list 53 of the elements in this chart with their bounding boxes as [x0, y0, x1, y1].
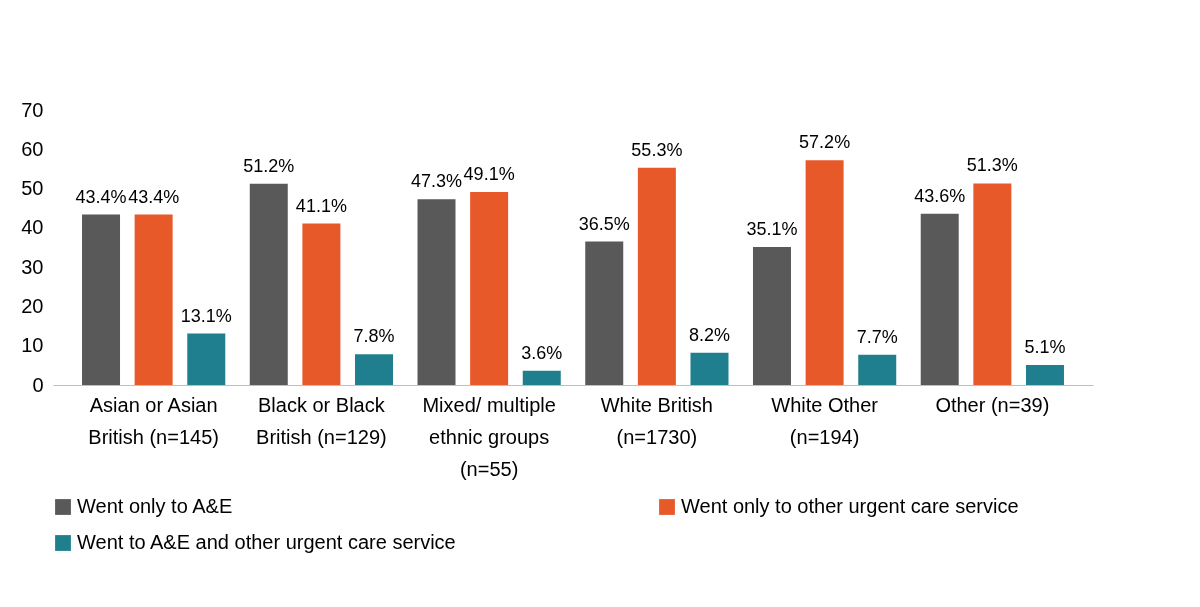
bar: [973, 183, 1012, 385]
bar: [187, 333, 226, 385]
y-tick-label: 10: [21, 334, 44, 357]
y-tick-label: 50: [21, 177, 44, 200]
bar: [858, 354, 897, 385]
bar: [82, 214, 121, 385]
bar: [585, 241, 624, 385]
x-tick-label: Black or Black British (n=129): [256, 393, 387, 448]
data-label: 5.1%: [1024, 336, 1066, 357]
bar: [690, 352, 729, 385]
bar: [1025, 364, 1064, 385]
y-tick-label: 0: [32, 373, 44, 396]
bar: [805, 160, 844, 385]
data-label: 7.7%: [856, 326, 898, 347]
bar: [249, 183, 288, 385]
legend-label: Went only to A&E: [77, 495, 233, 517]
bar: [470, 192, 509, 385]
data-label: 7.8%: [353, 326, 395, 347]
data-label: 36.5%: [578, 213, 630, 234]
bar: [752, 247, 791, 385]
x-tick-label: White British (n=1730): [600, 393, 713, 448]
data-label: 8.2%: [688, 324, 731, 345]
bar: [417, 199, 456, 385]
bar: [637, 167, 676, 385]
data-label: 3.6%: [521, 342, 563, 363]
data-label: 57.2%: [799, 132, 851, 153]
x-tick-label: Asian or Asian British (n=145): [88, 393, 219, 448]
data-label: 55.3%: [631, 139, 683, 160]
x-tick-label: Other (n=39): [935, 393, 1050, 416]
y-tick-label: 20: [21, 294, 44, 317]
legend-label: Went only to other urgent care service: [681, 495, 1019, 517]
y-tick-label: 30: [21, 255, 44, 278]
x-tick-label: Mixed/ multiple ethnic groups (n=55): [422, 393, 556, 480]
y-tick-label: 60: [21, 137, 44, 160]
data-label: 43.4%: [128, 186, 180, 207]
x-tick-label: White Other (n=194): [771, 393, 879, 448]
data-label: 47.3%: [410, 171, 463, 192]
data-label: 13.1%: [180, 305, 232, 326]
legend-label: Went to A&E and other urgent care service: [77, 531, 456, 553]
data-label: 35.1%: [746, 219, 798, 240]
bar: [522, 370, 561, 385]
bar: [134, 214, 173, 385]
data-label: 51.2%: [243, 155, 295, 176]
bar: [920, 213, 959, 385]
y-tick-label: 70: [21, 98, 44, 121]
data-label: 51.3%: [966, 155, 1018, 176]
bar: [355, 354, 394, 385]
data-label: 43.4%: [75, 186, 127, 207]
bar: [302, 223, 341, 385]
data-label: 49.1%: [463, 164, 515, 185]
y-tick-label: 40: [21, 216, 44, 239]
data-label: 41.1%: [295, 195, 347, 216]
data-label: 43.6%: [914, 185, 966, 206]
